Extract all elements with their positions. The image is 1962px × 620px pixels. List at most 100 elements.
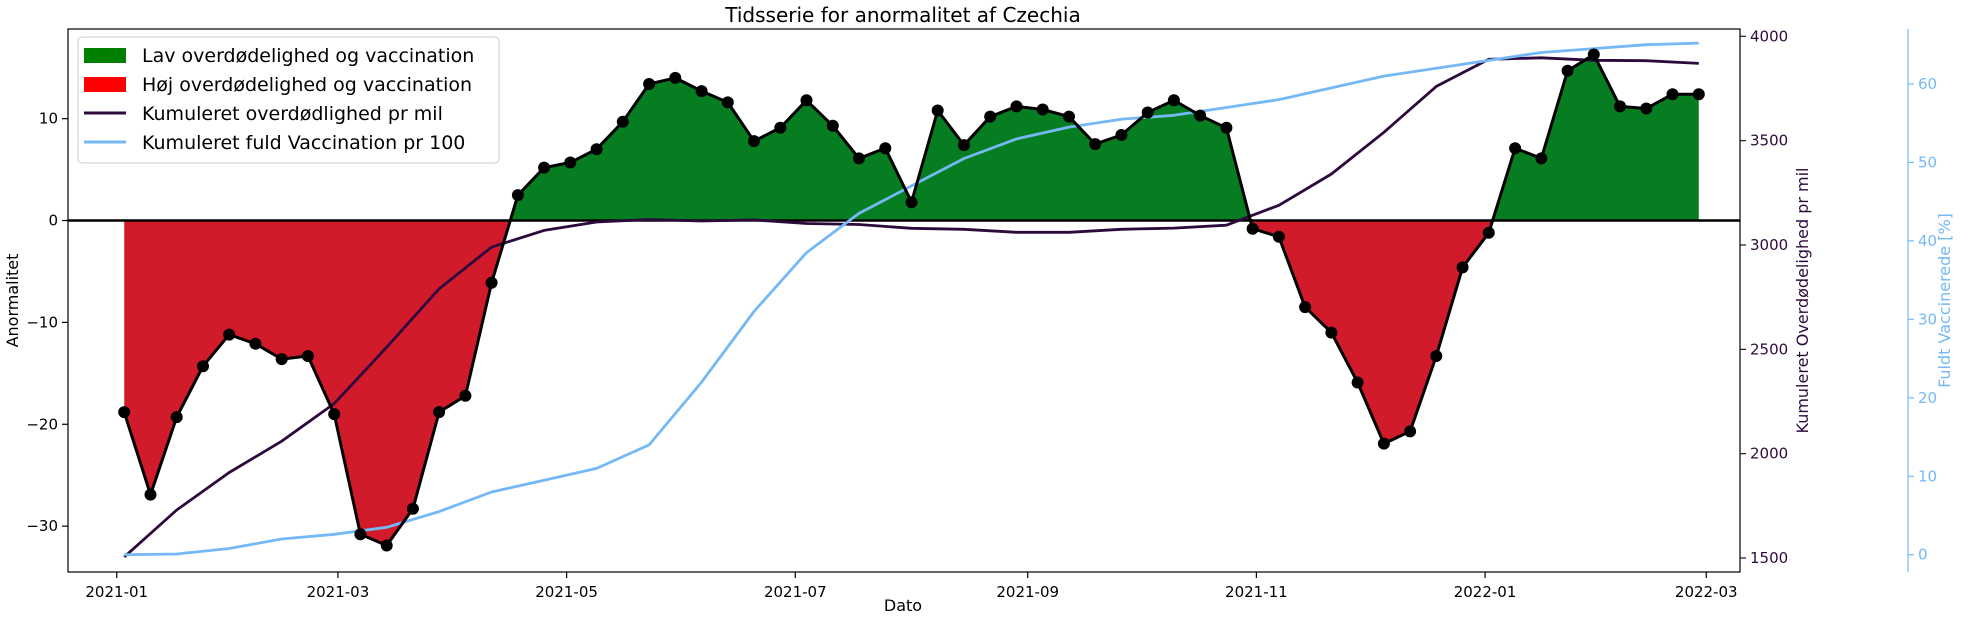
- legend-swatch: [84, 77, 126, 92]
- anomaly-point: [774, 121, 787, 134]
- y-left-tick-label: −10: [26, 313, 58, 331]
- y-axis-right-vaccination-label: Fuldt Vaccinerede [%]: [1935, 213, 1954, 388]
- x-axis: 2021-01 2021-03 2021-05 2021-07 2021-09 2021-…: [85, 572, 1738, 601]
- anomaly-point: [1404, 425, 1417, 438]
- anomaly-point: [721, 96, 734, 109]
- y-left-tick-label: 10: [39, 110, 58, 128]
- y-right-vaccination-tick-label: 20: [1918, 389, 1937, 407]
- anomaly-point: [485, 276, 498, 289]
- anomaly-point: [197, 360, 209, 373]
- anomaly-point: [1351, 376, 1364, 389]
- legend-box: [77, 36, 500, 164]
- anomaly-point: [643, 78, 656, 90]
- chart-title: Tidsserie for anormalitet af Czechia: [724, 3, 1080, 27]
- y-right-vaccination-tick-label: 50: [1918, 153, 1937, 171]
- excess-mortality-line: [123, 56, 1699, 559]
- anomaly-point: [1456, 261, 1469, 274]
- legend-label: Lav overdødelighed og vaccination: [142, 45, 474, 67]
- anomaly-point: [800, 94, 813, 107]
- y-left-tick-label: −20: [26, 415, 58, 433]
- anomaly-point: [170, 411, 183, 424]
- legend-label: Kumuleret fuld Vaccination pr 100: [142, 132, 465, 154]
- anomaly-point: [1299, 301, 1312, 314]
- anomaly-point: [853, 152, 865, 165]
- y-left-tick-label: 0: [48, 212, 58, 230]
- x-tick-label: 2021-05: [535, 583, 598, 601]
- y-left-tick-label: −30: [26, 517, 58, 535]
- x-tick-label: 2021-01: [85, 583, 148, 601]
- anomaly-point: [459, 389, 472, 402]
- x-tick-label: 2021-11: [1225, 583, 1288, 601]
- y-axis-right-excess: 1500 2000 2500 3000 3500 4000: [1740, 27, 1788, 567]
- anomaly-fill-areas: [124, 54, 1699, 546]
- x-tick-label: 2022-01: [1454, 583, 1517, 601]
- y-right-excess-tick-label: 2500: [1750, 340, 1788, 358]
- y-right-vaccination-tick-label: 30: [1918, 310, 1937, 328]
- anomaly-point: [1666, 88, 1679, 101]
- legend-label: Høj overdødelighed og vaccination: [142, 74, 472, 96]
- anomaly-point: [328, 408, 341, 421]
- anomaly-point: [511, 189, 524, 202]
- anomaly-point: [1377, 437, 1390, 450]
- anomaly-point: [249, 337, 262, 350]
- y-right-vaccination-tick-label: 60: [1918, 75, 1937, 93]
- anomaly-point: [1089, 138, 1102, 151]
- anomaly-point: [223, 328, 236, 341]
- anomaly-point: [118, 406, 131, 419]
- anomaly-point: [931, 104, 944, 117]
- anomaly-point: [669, 71, 682, 84]
- x-tick-label: 2021-09: [996, 583, 1059, 601]
- anomaly-point: [616, 115, 629, 128]
- anomaly-point: [1325, 326, 1338, 339]
- legend-swatch: [84, 48, 126, 63]
- high-anomaly-area: [1250, 220, 1493, 444]
- x-tick-label: 2021-03: [307, 583, 370, 601]
- anomaly-point: [1561, 64, 1574, 77]
- low-anomaly-area: [1492, 54, 1699, 221]
- anomaly-point: [695, 85, 708, 98]
- y-right-excess-tick-label: 3000: [1750, 236, 1788, 254]
- anomaly-point: [1430, 350, 1443, 362]
- anomaly-point: [1141, 106, 1154, 119]
- anomaly-point: [564, 156, 577, 169]
- legend: Lav overdødelighed og vaccination Høj ove…: [77, 36, 500, 164]
- high-anomaly-area: [124, 220, 511, 546]
- low-anomaly-area: [510, 77, 1251, 221]
- y-axis-left-label: Anormalitet: [3, 254, 22, 348]
- y-right-excess-tick-label: 2000: [1750, 445, 1788, 463]
- y-right-excess-tick-label: 3500: [1750, 132, 1788, 150]
- y-right-vaccination-tick-label: 10: [1918, 467, 1937, 485]
- anomaly-point: [538, 161, 551, 174]
- x-tick-label: 2022-03: [1675, 583, 1738, 601]
- anomaly-point: [984, 110, 997, 123]
- anomaly-point: [301, 350, 314, 362]
- anomaly-point: [1220, 121, 1233, 134]
- y-right-excess-tick-label: 4000: [1750, 27, 1788, 45]
- anomaly-point: [748, 135, 760, 148]
- y-right-vaccination-tick-label: 40: [1918, 232, 1937, 250]
- anomaly-point: [879, 142, 892, 155]
- y-right-vaccination-tick-label: 0: [1918, 546, 1928, 564]
- anomaly-point: [433, 406, 446, 419]
- y-axis-right-vaccination: 0 10 20 30 40 50 60: [1907, 29, 1937, 572]
- anomaly-point: [1036, 103, 1049, 116]
- anomaly-point: [905, 196, 918, 209]
- anomaly-point: [1194, 109, 1207, 122]
- y-axis-right-excess-label: Kumuleret Overdødelighed pr mil: [1793, 168, 1812, 434]
- legend-label: Kumuleret overdødlighed pr mil: [142, 103, 443, 125]
- anomaly-point: [275, 353, 288, 366]
- anomaly-point: [1010, 100, 1023, 113]
- x-tick-label: 2021-07: [764, 583, 827, 601]
- anomaly-point: [144, 488, 157, 501]
- anomaly-point: [1482, 226, 1495, 239]
- anomaly-point: [406, 502, 419, 515]
- anomaly-point: [354, 528, 367, 541]
- anomaly-point: [1063, 110, 1075, 123]
- anomaly-point: [1692, 88, 1705, 101]
- y-right-excess-tick-label: 1500: [1750, 549, 1788, 567]
- anomaly-point: [1640, 102, 1653, 115]
- anomaly-point: [1167, 94, 1180, 107]
- anomaly-point: [1535, 152, 1548, 165]
- anomaly-point: [590, 143, 603, 156]
- anomaly-point: [380, 539, 393, 552]
